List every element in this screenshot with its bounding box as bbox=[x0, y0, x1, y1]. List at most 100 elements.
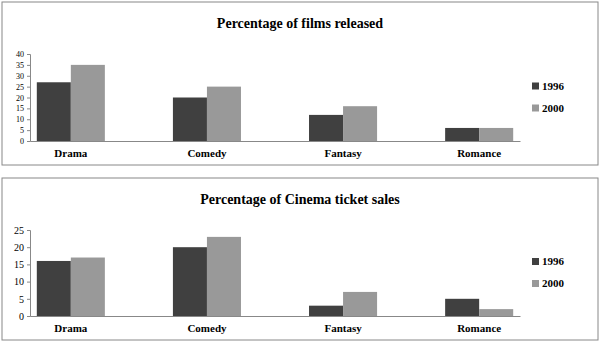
x-tick: Romance bbox=[457, 141, 501, 159]
y-tick-mark bbox=[27, 130, 30, 131]
y-tick: 5 bbox=[19, 294, 30, 305]
x-tick: Comedy bbox=[187, 141, 227, 159]
bar bbox=[479, 128, 513, 141]
y-tick-label: 10 bbox=[16, 115, 24, 124]
y-tick-mark bbox=[27, 282, 30, 283]
legend-label: 1996 bbox=[542, 255, 565, 267]
y-tick-mark bbox=[27, 98, 30, 99]
y-axis-line bbox=[27, 55, 31, 142]
x-axis-line bbox=[31, 141, 521, 142]
x-tick: Fantasy bbox=[324, 141, 362, 159]
y-tick-label: 5 bbox=[19, 294, 24, 305]
x-tick-label: Romance bbox=[457, 322, 501, 334]
x-tick: Comedy bbox=[187, 316, 227, 334]
x-tick: Fantasy bbox=[324, 316, 362, 334]
y-tick-mark bbox=[27, 108, 30, 109]
figure: Percentage of films released051015202530… bbox=[0, 0, 600, 342]
x-tick-label: Drama bbox=[54, 322, 87, 334]
y-tick: 25 bbox=[16, 83, 30, 92]
x-axis-line bbox=[31, 316, 521, 317]
y-tick-mark bbox=[27, 141, 30, 142]
y-tick-mark bbox=[27, 76, 30, 77]
bar bbox=[37, 261, 71, 316]
legend: 1996 2000 bbox=[532, 255, 565, 289]
bar bbox=[207, 237, 241, 316]
y-tick: 15 bbox=[14, 259, 30, 270]
y-axis-line bbox=[27, 231, 31, 317]
legend-swatch bbox=[532, 105, 539, 112]
y-tick-label: 15 bbox=[14, 259, 24, 270]
y-tick-label: 20 bbox=[14, 242, 24, 253]
bar bbox=[71, 258, 105, 316]
y-tick-mark bbox=[27, 316, 30, 317]
x-axis: Drama Comedy Fantasy Romance bbox=[31, 316, 521, 334]
y-tick-label: 30 bbox=[16, 72, 24, 81]
chart-panel: Percentage of films released 0 5 10 1520 25 30… bbox=[2, 2, 598, 165]
y-tick: 40 bbox=[16, 50, 30, 59]
y-tick-mark bbox=[27, 230, 30, 231]
bars bbox=[37, 237, 513, 316]
x-tick-label: Comedy bbox=[187, 322, 227, 334]
bar bbox=[173, 247, 207, 316]
y-tick-mark bbox=[27, 247, 30, 248]
y-tick: 30 bbox=[16, 72, 30, 81]
legend-label: 2000 bbox=[542, 277, 565, 289]
y-tick: 20 bbox=[14, 242, 30, 253]
y-tick-label: 35 bbox=[16, 61, 24, 70]
y-tick-mark bbox=[27, 119, 30, 120]
panel-frame bbox=[2, 2, 598, 165]
legend-label: 1996 bbox=[542, 80, 565, 92]
y-tick-label: 5 bbox=[20, 126, 24, 135]
y-tick: 0 bbox=[19, 311, 30, 322]
y-tick: 10 bbox=[14, 276, 30, 287]
chart-title: Percentage of Cinema ticket sales bbox=[200, 192, 400, 207]
legend: 1996 2000 bbox=[532, 80, 565, 114]
y-tick: 35 bbox=[16, 61, 30, 70]
y-tick: 15 bbox=[16, 104, 30, 113]
legend-swatch bbox=[532, 83, 539, 90]
y-tick: 0 bbox=[20, 137, 30, 146]
x-tick-label: Comedy bbox=[187, 147, 227, 159]
y-axis: 0 5 10 15 20 25 bbox=[14, 225, 31, 322]
y-tick-mark bbox=[27, 87, 30, 88]
bar bbox=[173, 98, 207, 142]
x-tick-label: Fantasy bbox=[324, 322, 362, 334]
y-tick-label: 0 bbox=[19, 311, 24, 322]
bar bbox=[71, 65, 105, 141]
y-tick: 10 bbox=[16, 115, 30, 124]
y-axis: 0 5 10 1520 25 30 35 40 bbox=[16, 50, 31, 146]
y-tick-mark bbox=[27, 65, 30, 66]
panel-frame bbox=[2, 178, 598, 340]
x-tick-label: Drama bbox=[54, 147, 87, 159]
bar bbox=[445, 299, 479, 316]
y-tick-label: 40 bbox=[16, 50, 24, 59]
y-tick-label: 10 bbox=[14, 276, 24, 287]
chart-panel: Percentage of Cinema ticket sales 0 5 10 15 2… bbox=[2, 178, 598, 340]
bar bbox=[309, 306, 343, 316]
x-tick-label: Romance bbox=[457, 147, 501, 159]
bar bbox=[309, 115, 343, 141]
x-tick-label: Fantasy bbox=[324, 147, 362, 159]
x-tick: Drama bbox=[54, 316, 87, 334]
bar bbox=[479, 309, 513, 316]
x-tick: Romance bbox=[457, 316, 501, 334]
y-tick-label: 20 bbox=[16, 94, 24, 103]
bars bbox=[37, 65, 513, 141]
y-tick-label: 25 bbox=[14, 225, 24, 236]
bar bbox=[343, 292, 377, 316]
bar bbox=[445, 128, 479, 141]
y-tick: 20 bbox=[16, 94, 30, 103]
bar bbox=[207, 87, 241, 141]
bar bbox=[343, 106, 377, 141]
chart-title: Percentage of films released bbox=[217, 16, 383, 31]
legend-label: 2000 bbox=[542, 102, 565, 114]
y-tick-label: 0 bbox=[20, 137, 24, 146]
y-tick-label: 15 bbox=[16, 104, 24, 113]
y-tick: 5 bbox=[20, 126, 30, 135]
y-tick-label: 25 bbox=[16, 83, 24, 92]
legend-swatch bbox=[532, 258, 539, 265]
x-tick: Drama bbox=[54, 141, 87, 159]
y-tick: 25 bbox=[14, 225, 30, 236]
bar bbox=[37, 82, 71, 141]
y-tick-mark bbox=[27, 299, 30, 300]
